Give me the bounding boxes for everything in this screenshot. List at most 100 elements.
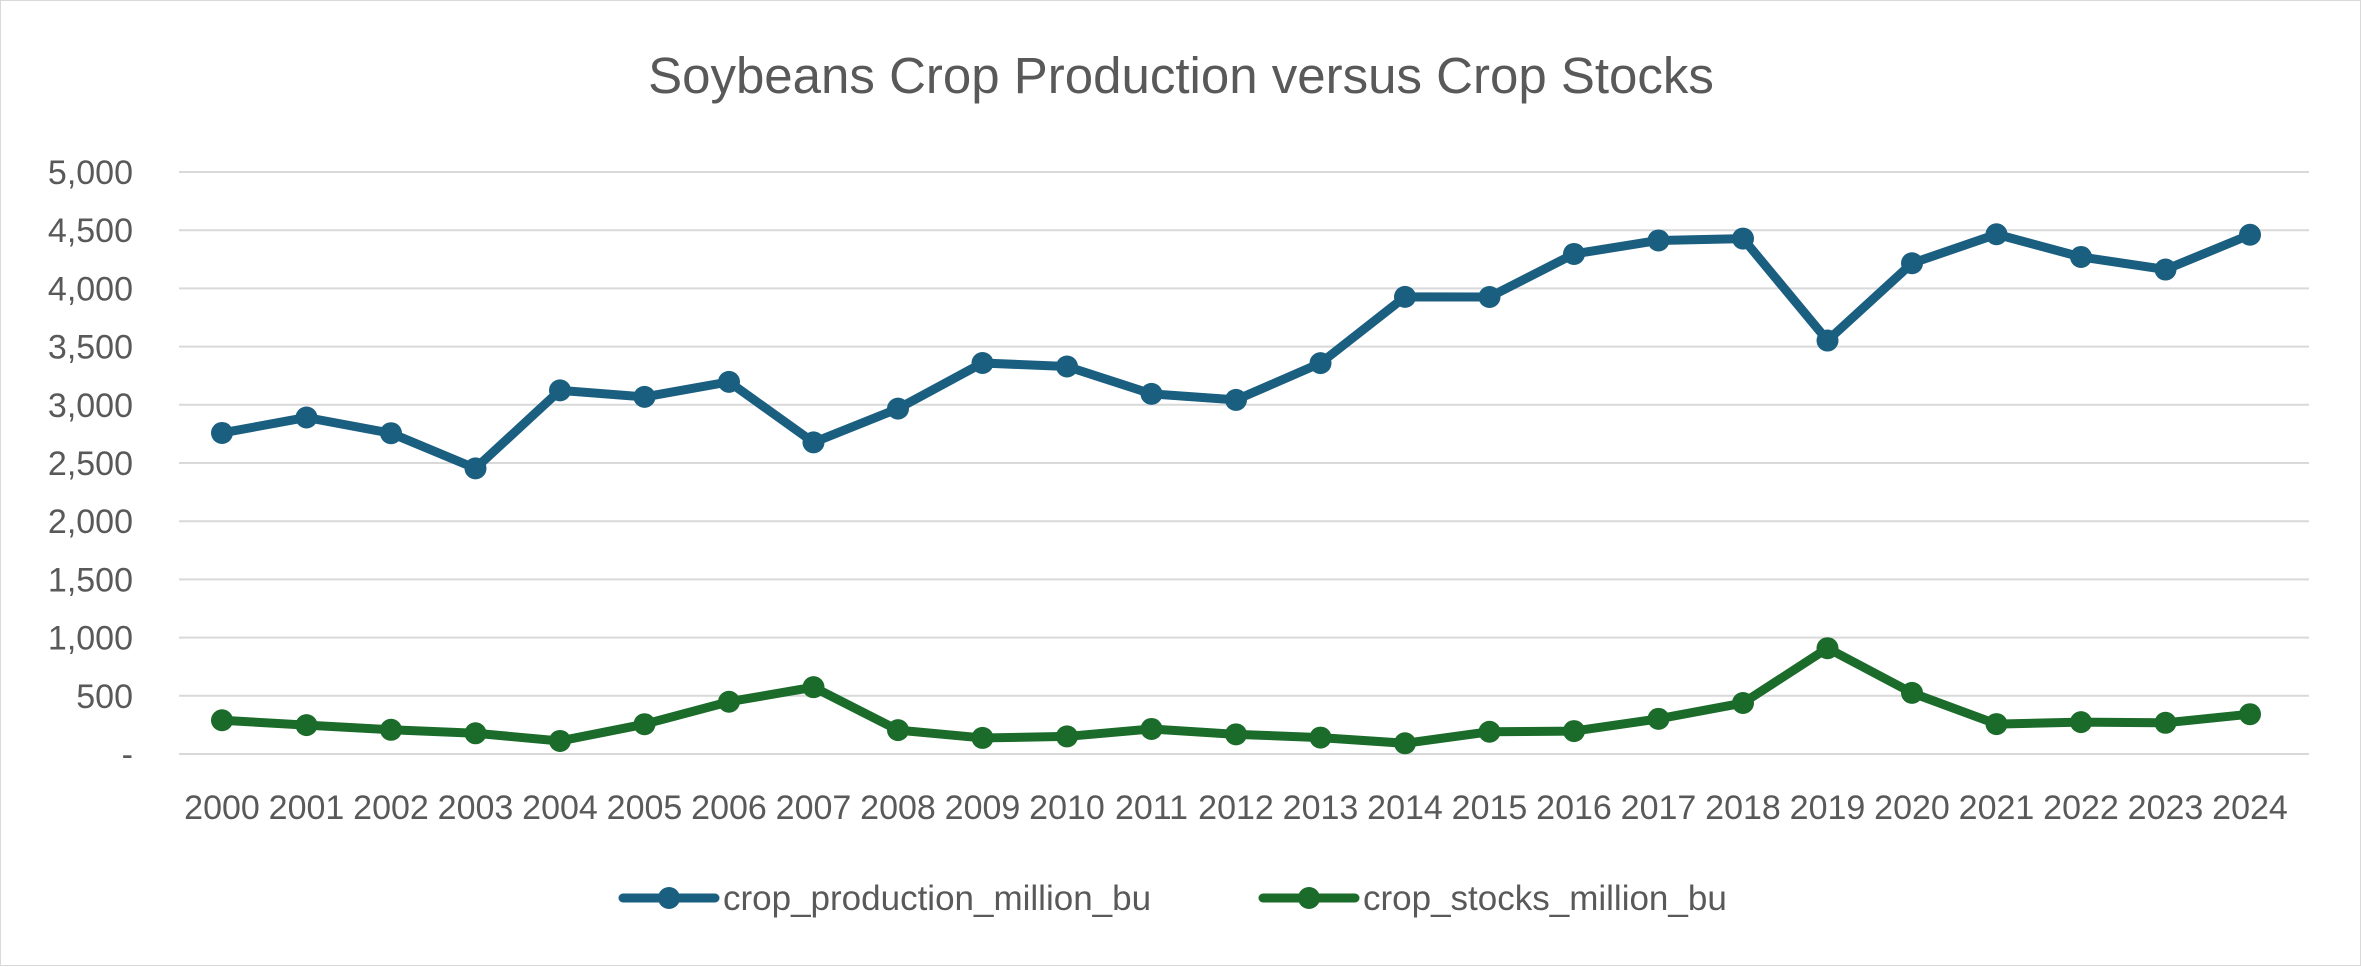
- legend-item: crop_stocks_million_bu: [1258, 879, 1727, 918]
- data-point: [1563, 242, 1585, 265]
- data-point: [1478, 286, 1501, 309]
- data-point: [718, 690, 740, 713]
- gridlines: [179, 171, 2309, 755]
- x-tick-label: 2007: [776, 789, 852, 827]
- data-point: [295, 406, 318, 429]
- x-tick-label: 2023: [2128, 789, 2204, 827]
- x-tick-label: 2005: [607, 789, 683, 827]
- y-tick-label: 3,500: [48, 329, 133, 367]
- data-point: [380, 422, 402, 445]
- data-point: [211, 709, 233, 732]
- x-tick-label: 2010: [1029, 789, 1105, 827]
- data-point: [633, 713, 656, 736]
- data-point: [1901, 681, 1923, 704]
- y-tick-label: 2,000: [48, 503, 133, 541]
- data-point: [2070, 245, 2092, 268]
- data-point: [1056, 355, 1078, 378]
- x-tick-label: 2020: [1874, 789, 1950, 827]
- data-point: [1816, 329, 1839, 352]
- data-point: [1225, 388, 1247, 411]
- chart-title: Soybeans Crop Production versus Crop Sto…: [648, 47, 1714, 104]
- x-tick-label: 2024: [2212, 789, 2288, 827]
- data-point: [1140, 717, 1163, 740]
- data-point: [633, 385, 656, 408]
- data-point: [464, 722, 487, 745]
- data-point: [1985, 713, 2008, 736]
- x-tick-label: 2012: [1198, 789, 1274, 827]
- data-point: [802, 676, 825, 699]
- x-tick-label: 2001: [269, 789, 345, 827]
- x-tick-label: 2018: [1705, 789, 1781, 827]
- x-tick-label: 2014: [1367, 789, 1443, 827]
- data-point: [2239, 703, 2261, 726]
- data-point: [971, 726, 994, 749]
- y-tick-label: -: [122, 736, 133, 774]
- data-point: [1647, 707, 1670, 730]
- data-point: [1732, 692, 1754, 715]
- data-point: [464, 457, 487, 480]
- x-tick-label: 2006: [691, 789, 767, 827]
- y-tick-label: 1,000: [48, 620, 133, 658]
- data-point: [1901, 252, 1923, 275]
- data-point: [802, 431, 825, 454]
- y-tick-label: 4,500: [48, 212, 133, 250]
- data-point: [1394, 285, 1416, 308]
- data-point: [1647, 229, 1670, 252]
- data-point: [971, 352, 994, 375]
- x-tick-label: 2017: [1621, 789, 1697, 827]
- data-point: [1225, 723, 1247, 746]
- x-tick-label: 2003: [438, 789, 514, 827]
- series-line: [217, 229, 2255, 473]
- x-tick-label: 2019: [1790, 789, 1866, 827]
- data-point: [549, 729, 571, 752]
- y-axis-ticks: - 500 1,000 1,500 2,000 2,500 3,000 3,500 4,000 4…: [48, 154, 133, 774]
- legend-item: crop_production_million_bu: [618, 879, 1151, 918]
- x-tick-label: 2013: [1283, 789, 1359, 827]
- x-tick-label: 2015: [1452, 789, 1528, 827]
- data-point: [887, 397, 909, 420]
- data-point: [718, 370, 740, 393]
- data-point: [1309, 726, 1332, 749]
- data-point: [2239, 223, 2261, 246]
- data-point: [1732, 227, 1754, 250]
- x-tick-label: 2016: [1536, 789, 1612, 827]
- series-crop_production_million_bu: [211, 223, 2261, 480]
- data-point: [2154, 711, 2177, 734]
- y-tick-label: 1,500: [48, 561, 133, 599]
- data-point: [1140, 382, 1163, 405]
- y-tick-label: 5,000: [48, 154, 133, 192]
- data-point: [1985, 223, 2008, 246]
- data-point: [1563, 720, 1585, 743]
- data-point: [1394, 732, 1416, 755]
- y-tick-label: 2,500: [48, 445, 133, 483]
- x-axis-ticks: 2000 2001 2002 2003 2004 2005 2006 2007 2008 2009…: [184, 789, 2288, 827]
- legend-label: crop_stocks_million_bu: [1363, 879, 1727, 918]
- series-crop_stocks_million_bu: [211, 637, 2261, 755]
- data-point: [1816, 637, 1839, 660]
- legend: crop_production_million_bu crop_stocks_mi…: [618, 879, 1727, 918]
- x-tick-label: 2002: [353, 789, 429, 827]
- series-layer: [211, 223, 2261, 755]
- y-tick-label: 3,000: [48, 387, 133, 425]
- data-point: [549, 379, 571, 402]
- legend-label: crop_production_million_bu: [723, 879, 1151, 918]
- x-tick-label: 2009: [945, 789, 1021, 827]
- x-tick-label: 2008: [860, 789, 936, 827]
- legend-marker: [1298, 887, 1320, 909]
- data-point: [2070, 711, 2092, 734]
- data-point: [2154, 258, 2177, 281]
- x-tick-label: 2004: [522, 789, 598, 827]
- x-tick-label: 2000: [184, 789, 260, 827]
- data-point: [887, 719, 909, 742]
- data-point: [1056, 725, 1078, 748]
- data-point: [1309, 352, 1332, 375]
- x-tick-label: 2011: [1115, 789, 1188, 827]
- x-tick-label: 2021: [1959, 789, 2035, 827]
- y-tick-label: 500: [76, 678, 133, 716]
- data-point: [211, 421, 233, 444]
- data-point: [380, 718, 402, 741]
- x-tick-label: 2022: [2043, 789, 2119, 827]
- y-tick-label: 4,000: [48, 270, 133, 308]
